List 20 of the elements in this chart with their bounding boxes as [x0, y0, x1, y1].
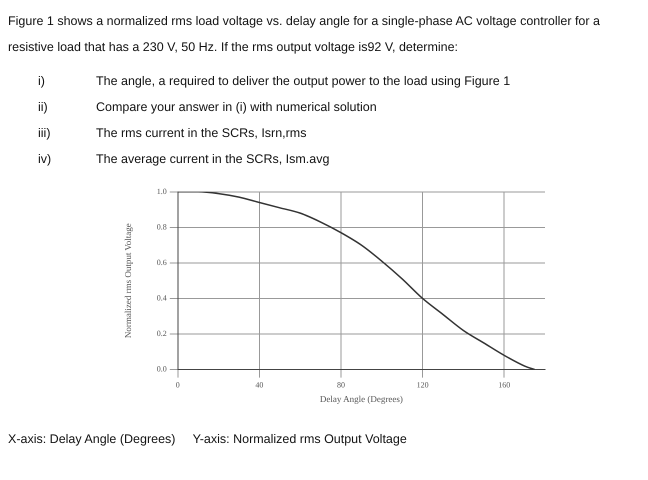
- x-axis-title: Delay Angle (Degrees): [320, 394, 403, 404]
- x-tick-label: 0: [176, 380, 180, 390]
- text: iv) The average current in the SCRs, Ism.avg: [38, 152, 330, 166]
- y-tick-label: 0.6: [156, 258, 167, 268]
- x-tick-label: 120: [416, 380, 429, 390]
- text: X-axis: Delay Angle (Degrees) Y-axis: Normalized rms Output Voltage: [8, 432, 408, 446]
- text: ii) Compare your answer in (i) with numerical solution: [38, 100, 377, 114]
- text: iii) The rms current in the SCRs, Isrn,rms: [38, 126, 306, 140]
- text: i) The angle, a required to deliver the output power to the load using Figure 1: [38, 74, 510, 88]
- y-tick-label: 0.2: [156, 329, 167, 338]
- x-tick-label: 40: [255, 380, 264, 390]
- x-tick-label: 160: [498, 380, 510, 390]
- y-tick-label: 0.8: [156, 222, 167, 232]
- y-tick-label: 0.4: [156, 294, 167, 303]
- line-series: [178, 192, 536, 370]
- y-tick-label: 1.0: [156, 186, 167, 196]
- y-tick-label: 0.0: [156, 364, 167, 374]
- y-axis-title: Normalized rms Output Voltage: [122, 223, 133, 338]
- chart-title: Figure 1 shows a normalized rms load voltage vs. delay angle for a single-phase AC voltage controller for a resistive load that has a 230 V, 50 Hz. If the rms output voltage is92 V, determine:: [8, 13, 601, 56]
- x-tick-label: 80: [337, 380, 345, 390]
